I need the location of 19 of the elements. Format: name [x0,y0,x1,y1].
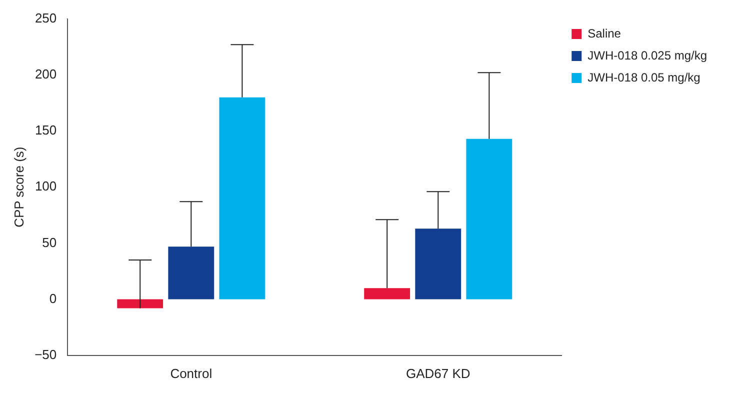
bar [364,288,410,300]
bar [466,138,512,300]
y-tick-label: 200 [34,66,57,82]
x-tick-label: Control [170,366,212,381]
x-tick-label: GAD67 KD [406,366,470,381]
legend-label: JWH-018 0.05 mg/kg [588,70,700,84]
bar [219,97,266,300]
y-tick-label: −50 [34,346,57,362]
y-tick-label: 0 [49,290,57,306]
y-tick-label: 50 [42,234,57,250]
y-tick-label: 250 [34,10,57,26]
y-axis-title: CPP score (s) [11,146,26,228]
legend-label: Saline [588,26,622,40]
y-tick-label: 100 [34,178,57,194]
bar [415,228,462,300]
y-tick-label: 150 [34,122,57,138]
bar [117,299,164,308]
legend-label: JWH-018 0.025 mg/kg [588,48,708,62]
bar [168,246,214,300]
